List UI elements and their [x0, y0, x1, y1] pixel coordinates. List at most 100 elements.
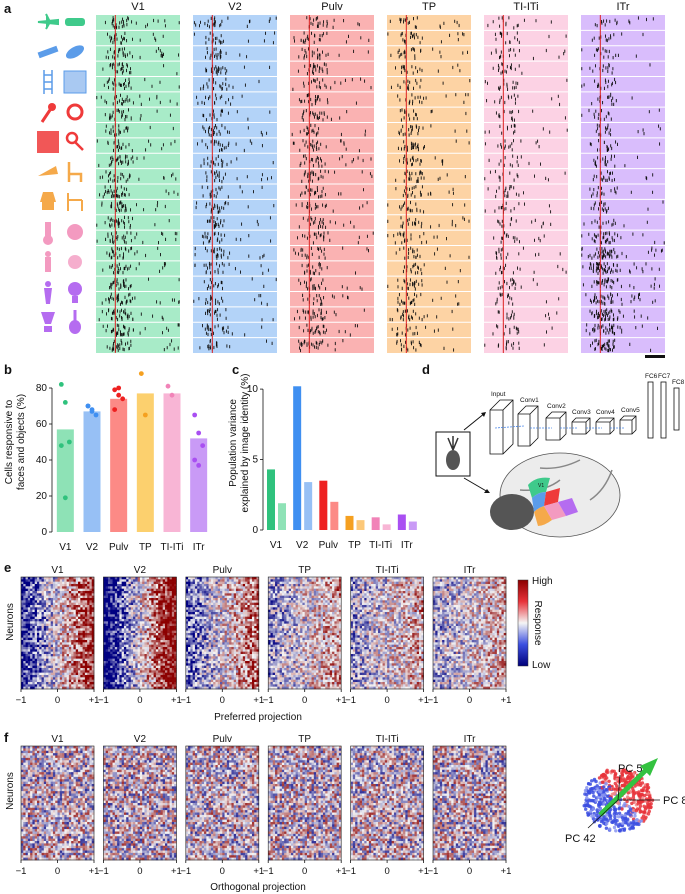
heat-cell: [153, 675, 157, 678]
heat-cell: [144, 633, 148, 636]
heat-cell: [64, 644, 67, 648]
heat-cell: [36, 626, 40, 629]
heat-cell: [55, 668, 58, 671]
heat-cell: [220, 649, 223, 652]
heat-cell: [48, 672, 51, 676]
heat-cell: [149, 647, 152, 650]
heat-cell: [256, 630, 260, 634]
heat-cell: [112, 668, 116, 671]
object-icons: [37, 13, 87, 334]
heat-cell: [231, 577, 235, 580]
heat-cell: [130, 588, 134, 592]
heat-cell: [217, 626, 221, 629]
heat-cell: [139, 602, 143, 606]
heat-cell: [247, 647, 250, 650]
heat-cell: [43, 584, 47, 587]
heat-cell: [87, 663, 90, 666]
heat-cell: [39, 679, 42, 683]
heat-cell: [197, 602, 200, 606]
heat-cell: [46, 595, 49, 599]
heat-cell: [210, 658, 214, 662]
heat-cell: [21, 649, 24, 652]
heat-cell: [64, 579, 67, 582]
heat-cell: [117, 651, 120, 655]
heat-cell: [167, 577, 170, 580]
heat-cell: [197, 623, 200, 627]
heat-cell: [21, 668, 24, 671]
heat-cell: [34, 656, 38, 659]
heat-cell: [117, 679, 120, 683]
heat-cell: [142, 682, 145, 685]
heat-cell: [213, 637, 216, 641]
heat-cell: [222, 626, 225, 629]
heat-cell: [151, 640, 154, 643]
heat-cell: [155, 640, 159, 643]
heat-cell: [224, 609, 228, 613]
heat-cell: [185, 605, 189, 608]
heat-cell: [185, 670, 189, 673]
heat-cell: [254, 600, 257, 603]
heat-cell: [36, 584, 40, 587]
heat-cell: [229, 600, 232, 603]
heat-cell: [242, 663, 246, 666]
heat-cell: [121, 598, 125, 601]
heat-cell: [146, 626, 150, 629]
heat-cell: [144, 600, 148, 603]
heat-cell: [137, 672, 141, 676]
heat-cell: [174, 605, 177, 608]
heat-cell: [30, 591, 33, 594]
heat-cell: [39, 637, 42, 641]
heat-cell: [215, 633, 219, 636]
heat-cell: [213, 654, 216, 657]
heat-cell: [160, 644, 164, 648]
heat-cell: [23, 654, 26, 657]
heat-cell: [91, 670, 95, 673]
heat-cell: [57, 607, 61, 610]
heat-cell: [254, 649, 257, 652]
heat-cell: [84, 670, 88, 673]
heat-cell: [164, 661, 168, 664]
heat-cell: [242, 595, 246, 599]
heat-cell: [171, 679, 175, 683]
heat-cell: [174, 626, 177, 629]
heat-tick-label: −1: [98, 695, 109, 706]
heat-cell: [46, 591, 49, 594]
heat-cell: [135, 605, 138, 608]
heat-cell: [185, 651, 189, 655]
heat-cell: [30, 665, 33, 669]
heat-cell: [238, 642, 241, 645]
heat-cell: [254, 677, 257, 680]
heat-cell: [162, 647, 166, 650]
heat-cell: [164, 668, 168, 671]
heat-cell: [68, 577, 72, 580]
heat-cell: [199, 675, 203, 678]
heat-cell: [240, 677, 244, 680]
heat-cell: [245, 612, 248, 615]
heat-cell: [128, 656, 132, 659]
heat-cell: [174, 647, 177, 650]
object-key-stem: [74, 141, 84, 151]
heat-cell: [123, 686, 127, 690]
heat-cell: [169, 609, 173, 613]
heat-cell: [21, 635, 24, 638]
heat-cell: [80, 605, 83, 608]
heat-cell: [25, 605, 29, 608]
heat-cell: [117, 630, 120, 634]
heat-cell: [32, 584, 35, 587]
heat-cell: [235, 642, 239, 645]
heat-cell: [233, 626, 237, 629]
heat-cell: [52, 658, 56, 662]
heat-cell: [25, 649, 29, 652]
heat-cell: [149, 584, 152, 587]
heat-cell: [139, 665, 143, 669]
heat-cell: [55, 656, 58, 659]
heat-cell: [39, 623, 42, 627]
heat-cell: [128, 605, 132, 608]
heat-cell: [52, 661, 56, 664]
heat-cell: [41, 644, 45, 648]
heat-cell: [220, 628, 223, 631]
object-key-shape: [65, 131, 79, 145]
heat-cell: [133, 581, 136, 585]
heat-cell: [66, 628, 70, 631]
